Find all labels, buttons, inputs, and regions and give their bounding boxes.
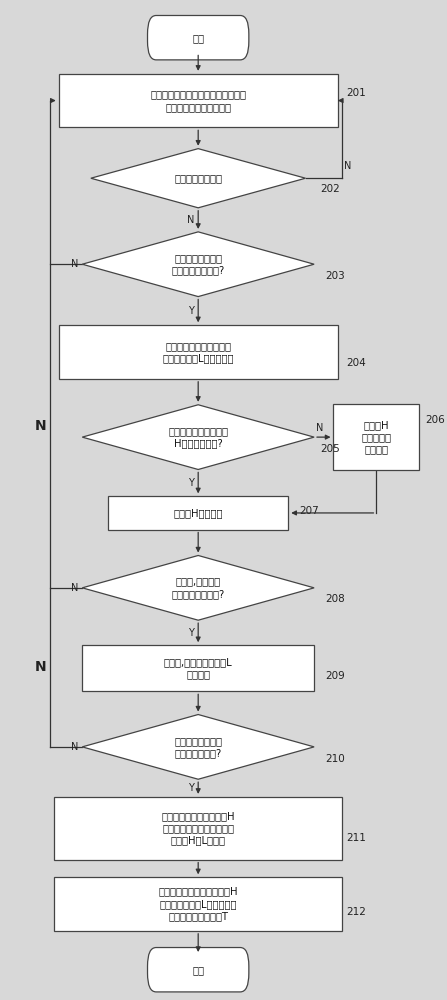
Text: 212: 212 [346, 907, 366, 917]
Text: 某个检测点输出的
电压从低跳变到高?: 某个检测点输出的 电压从低跳变到高? [172, 253, 225, 275]
Text: 204: 204 [346, 358, 366, 368]
Text: 开始: 开始 [192, 33, 204, 43]
FancyBboxPatch shape [55, 877, 342, 931]
Text: 读取第一检测位置上设置的位置传感
器各个检测点的电压信号: 读取第一检测位置上设置的位置传感 器各个检测点的电压信号 [150, 89, 246, 112]
Text: N: N [316, 423, 324, 433]
Text: 202: 202 [320, 184, 340, 194]
Text: 206: 206 [426, 415, 446, 425]
Text: Y: Y [188, 478, 194, 488]
Text: 211: 211 [346, 833, 366, 843]
Text: 该检测,点配置的计时器L
连续计时: 该检测,点配置的计时器L 连续计时 [164, 657, 232, 679]
Text: N: N [344, 161, 351, 171]
Text: 208: 208 [325, 594, 345, 604]
FancyBboxPatch shape [59, 74, 338, 127]
Text: N: N [71, 259, 78, 269]
Polygon shape [82, 405, 314, 469]
FancyBboxPatch shape [108, 496, 288, 530]
Text: 209: 209 [325, 671, 345, 681]
Text: Y: Y [188, 783, 194, 793]
Text: 210: 210 [325, 754, 345, 764]
Text: 所有检测点输出的
电压都是低电压?: 所有检测点输出的 电压都是低电压? [174, 736, 222, 758]
Polygon shape [82, 715, 314, 779]
FancyBboxPatch shape [82, 645, 314, 691]
Polygon shape [82, 232, 314, 297]
Text: Y: Y [188, 306, 194, 316]
Text: Y: Y [188, 628, 194, 638]
Text: N: N [71, 742, 78, 752]
Text: N: N [71, 583, 78, 593]
Text: 201: 201 [346, 88, 366, 98]
FancyBboxPatch shape [55, 797, 342, 860]
Text: N: N [186, 215, 194, 225]
Text: 设置介质标记，该检测点
配置的计时器L清零并停止: 设置介质标记，该检测点 配置的计时器L清零并停止 [162, 341, 234, 363]
FancyBboxPatch shape [333, 404, 419, 470]
Text: N: N [35, 419, 46, 433]
Text: 是否设置介质标记: 是否设置介质标记 [174, 173, 222, 183]
Text: N: N [35, 660, 46, 674]
Text: 205: 205 [320, 444, 340, 454]
FancyBboxPatch shape [59, 325, 338, 379]
Text: 该检测点配置的计时器
H是否开始计时?: 该检测点配置的计时器 H是否开始计时? [168, 426, 228, 448]
Polygon shape [82, 555, 314, 620]
FancyBboxPatch shape [148, 948, 249, 992]
Text: 该检测,点输出的
电压从高跳变到低?: 该检测,点输出的 电压从高跳变到低? [172, 577, 225, 599]
Text: 203: 203 [325, 271, 345, 281]
Text: 计时器H
立即清零并
开始计时: 计时器H 立即清零并 开始计时 [361, 420, 392, 455]
Text: 207: 207 [299, 506, 319, 516]
Text: 同一个检测点配置的计时器H
读数减去计时器L读数，即为
该检测点的时间属性T: 同一个检测点配置的计时器H 读数减去计时器L读数，即为 该检测点的时间属性T [158, 887, 238, 921]
Polygon shape [91, 149, 305, 208]
Text: 结束: 结束 [192, 965, 204, 975]
FancyBboxPatch shape [148, 15, 249, 60]
Text: 计时器H继续计时: 计时器H继续计时 [173, 508, 223, 518]
Text: 所有检测点配置的计时器H
停止，并分别读取此时每个
计时器H和L的数值: 所有检测点配置的计时器H 停止，并分别读取此时每个 计时器H和L的数值 [161, 811, 235, 846]
